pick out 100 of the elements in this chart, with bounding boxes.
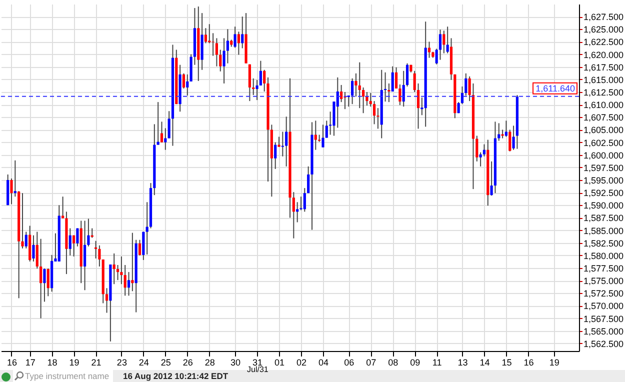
candlestick — [358, 62, 361, 109]
x-tick-label: 16 — [524, 358, 534, 368]
x-tick-label: 21 — [91, 358, 102, 368]
candlestick — [372, 100, 376, 125]
candlestick — [156, 102, 160, 146]
candlestick — [83, 220, 86, 291]
candlestick — [428, 41, 431, 58]
candlestick — [384, 72, 387, 102]
y-tick-label: 1,607.500 — [584, 112, 624, 123]
candlestick — [438, 29, 442, 60]
x-tick-label: 06 — [344, 358, 354, 368]
x-tick-label: 17 — [25, 358, 36, 368]
y-tick-label: 1,572.500 — [584, 288, 624, 299]
candlestick — [138, 239, 142, 256]
x-tick-label: 08 — [388, 358, 398, 368]
y-tick-label: 1,582.500 — [584, 238, 624, 248]
candlestick — [90, 228, 94, 238]
y-tick-label: 1,567.500 — [584, 314, 624, 324]
x-tick-label: 16 — [6, 358, 18, 368]
candlestick — [498, 122, 500, 142]
x-tick-label: 09 — [410, 358, 420, 368]
candlestick — [296, 202, 299, 223]
y-tick-label: 1,622.500 — [584, 37, 624, 48]
y-tick-label: 1,565.000 — [584, 326, 624, 336]
candlestick — [482, 144, 486, 157]
candlestick — [68, 228, 72, 256]
x-tick-label: 31 — [252, 358, 263, 368]
candlestick — [252, 78, 255, 96]
candlestick — [36, 231, 38, 270]
x-tick-label: 02 — [296, 358, 306, 368]
x-tick-label: 26 — [182, 358, 193, 368]
candlestick — [350, 78, 354, 105]
x-tick-label: 30 — [230, 358, 241, 368]
y-tick-label: 1,617.500 — [584, 62, 624, 72]
candlestick — [402, 70, 405, 108]
candlestick — [325, 120, 328, 138]
x-tick-label: 19 — [69, 358, 80, 368]
text: Jul/31 — [247, 365, 268, 374]
x-tick-label: 07 — [366, 358, 376, 368]
candlestick — [76, 228, 79, 247]
candlestick — [160, 121, 164, 143]
candlestick — [314, 120, 317, 150]
candlestick — [94, 240, 98, 259]
x-tick-label: 04 — [318, 358, 328, 368]
x-tick-label: 13 — [458, 358, 468, 368]
y-tick-label: 1,570.000 — [584, 301, 624, 312]
y-tick-label: 1,595.000 — [584, 176, 624, 186]
candlestick — [406, 62, 409, 87]
candlestick — [215, 38, 218, 67]
candlestick — [369, 92, 372, 108]
candlestick — [362, 86, 365, 114]
candlestick — [394, 66, 398, 89]
y-tick-label: 1,627.500 — [584, 12, 624, 22]
candlestick — [131, 232, 134, 292]
candlestick — [40, 238, 42, 319]
y-tick-label: 1,597.500 — [584, 162, 624, 173]
candlestick — [32, 234, 35, 262]
x-tick-label: 24 — [138, 358, 149, 368]
x-tick-label: 14 — [480, 358, 490, 368]
candlestick — [256, 79, 258, 101]
candlestick — [105, 288, 108, 314]
candlestick — [398, 84, 402, 106]
y-tick-label: 1,577.500 — [584, 264, 624, 274]
candlestick — [285, 116, 288, 167]
candlestick — [164, 128, 167, 150]
candlestick — [241, 16, 244, 49]
x-tick-label: 18 — [47, 358, 58, 368]
y-tick-label: 1,612.500 — [584, 88, 624, 98]
candlestick — [142, 231, 145, 260]
y-tick-label: 1,602.500 — [584, 138, 624, 148]
candlestick — [237, 31, 240, 56]
y-tick-label: 1,625.000 — [584, 24, 624, 35]
candlestick — [204, 28, 208, 44]
x-tick-label: 15 — [502, 358, 512, 368]
candlestick — [120, 256, 123, 285]
y-tick-label: 1,590.000 — [584, 200, 624, 211]
ref-line-label: 1,611.640 — [536, 83, 575, 94]
candlestick — [442, 30, 446, 54]
y-tick-label: 1,585.000 — [584, 226, 624, 236]
y-tick-label: 1,610.000 — [584, 100, 624, 110]
candlestick — [391, 66, 394, 92]
search-field: Type instrument name — [13, 370, 113, 382]
candlestick — [248, 64, 251, 102]
candlestick — [476, 135, 478, 162]
candlestick — [219, 49, 222, 72]
candlestick — [340, 84, 343, 103]
candlestick — [72, 234, 76, 257]
x-tick-label: 19 — [549, 358, 560, 368]
candlestick — [413, 70, 416, 93]
text: 16 Aug 2012 10:21:42 EDT — [123, 370, 228, 382]
x-tick-label: 01 — [274, 358, 285, 368]
y-tick-label: 1,615.000 — [584, 74, 624, 85]
x-tick-label: 25 — [160, 358, 171, 368]
y-tick-label: 1,592.500 — [584, 188, 624, 198]
candlestick — [259, 60, 262, 86]
candlestick — [504, 120, 508, 138]
candlestick — [508, 129, 512, 152]
candlestick — [464, 72, 468, 96]
candlestick — [46, 268, 50, 297]
candlestick — [62, 196, 64, 219]
